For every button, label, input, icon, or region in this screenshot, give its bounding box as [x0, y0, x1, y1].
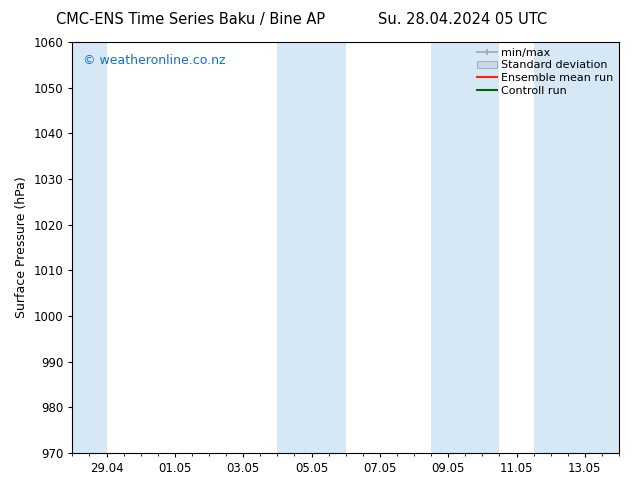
Legend: min/max, Standard deviation, Ensemble mean run, Controll run: min/max, Standard deviation, Ensemble me…: [474, 46, 616, 98]
Bar: [534, 42, 619, 453]
Bar: [277, 42, 346, 453]
Bar: [72, 42, 107, 453]
Text: Su. 28.04.2024 05 UTC: Su. 28.04.2024 05 UTC: [378, 12, 547, 27]
Bar: [431, 42, 500, 453]
Y-axis label: Surface Pressure (hPa): Surface Pressure (hPa): [15, 176, 28, 318]
Text: © weatheronline.co.nz: © weatheronline.co.nz: [83, 54, 226, 68]
Text: CMC-ENS Time Series Baku / Bine AP: CMC-ENS Time Series Baku / Bine AP: [56, 12, 325, 27]
